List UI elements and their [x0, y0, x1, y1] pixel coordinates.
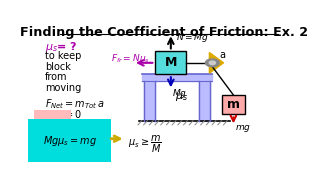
Text: Finding the Coefficient of Friction: Ex. 2: Finding the Coefficient of Friction: Ex.…: [20, 26, 308, 39]
Text: moving: moving: [45, 83, 81, 93]
Text: $mg$: $mg$: [44, 119, 61, 131]
Text: $- F_{fr}=0$: $- F_{fr}=0$: [58, 119, 97, 133]
Text: $mg$: $mg$: [235, 123, 251, 134]
Polygon shape: [209, 53, 224, 73]
Text: $\mu_s \geq \dfrac{m}{M}$: $\mu_s \geq \dfrac{m}{M}$: [128, 134, 162, 155]
Text: $F_{Net}=0$: $F_{Net}=0$: [45, 108, 82, 122]
Circle shape: [205, 59, 219, 67]
FancyBboxPatch shape: [155, 51, 186, 74]
Text: $N=Mg$: $N=Mg$: [176, 31, 209, 44]
Text: from: from: [45, 72, 68, 82]
Circle shape: [209, 61, 215, 65]
Text: a: a: [220, 50, 226, 60]
Text: m: m: [227, 98, 240, 111]
Text: $F_{fr}=N\mu_s$: $F_{fr}=N\mu_s$: [111, 52, 150, 65]
Text: M: M: [164, 56, 177, 69]
Text: $\mu_s$= ?: $\mu_s$= ?: [45, 40, 77, 54]
FancyBboxPatch shape: [222, 95, 244, 114]
Text: $Mg$: $Mg$: [172, 87, 187, 100]
Text: $\mu_s$: $\mu_s$: [175, 91, 188, 103]
Text: $Mg\mu_s=mg$: $Mg\mu_s=mg$: [43, 134, 97, 148]
Text: block: block: [45, 62, 71, 72]
Text: to keep: to keep: [45, 51, 81, 61]
Text: $F_{Net}=m_{Tot}\,a$: $F_{Net}=m_{Tot}\,a$: [45, 97, 105, 111]
